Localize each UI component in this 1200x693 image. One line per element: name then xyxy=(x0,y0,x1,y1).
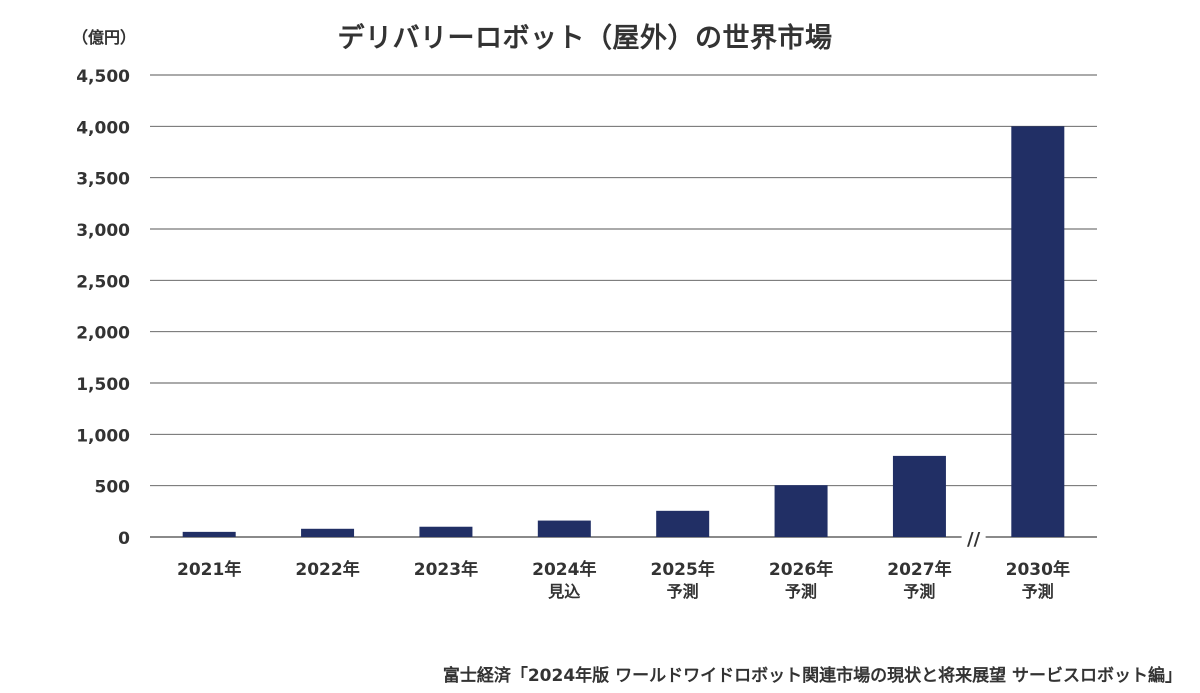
x-tick-label: 2027年 xyxy=(887,559,951,580)
y-tick-label: 4,500 xyxy=(76,67,130,87)
bar xyxy=(182,531,236,537)
x-tick-label: 2026年 xyxy=(769,559,833,580)
bar xyxy=(1011,126,1065,537)
y-tick-label: 500 xyxy=(95,478,131,498)
axis-break-gap xyxy=(961,531,986,543)
y-tick-label: 3,000 xyxy=(76,221,130,241)
bar xyxy=(301,528,355,537)
chart-title: デリバリーロボット（屋外）の世界市場 xyxy=(337,23,833,54)
bar xyxy=(656,510,710,537)
y-tick-label: 2,000 xyxy=(76,324,130,344)
y-tick-label: 1,000 xyxy=(76,426,130,446)
bar xyxy=(537,520,591,537)
x-tick-label: 2025年 xyxy=(651,559,715,580)
x-tick-label: 2024年 xyxy=(532,559,596,580)
x-tick-label: 2030年 xyxy=(1006,559,1070,580)
y-axis-unit-label: （億円） xyxy=(72,28,137,47)
axis-break-marker: // xyxy=(967,529,981,550)
x-tick-label: 2022年 xyxy=(295,559,359,580)
x-tick-sublabel: 予測 xyxy=(903,582,935,601)
x-tick-label: 2023年 xyxy=(414,559,478,580)
bar xyxy=(774,485,828,537)
x-tick-sublabel: 見込 xyxy=(547,582,580,601)
source-note: 富士経済「2024年版 ワールドワイドロボット関連市場の現状と将来展望 サービス… xyxy=(442,666,1182,686)
y-tick-label: 4,000 xyxy=(76,118,130,138)
x-tick-sublabel: 予測 xyxy=(667,582,699,601)
y-tick-label: 1,500 xyxy=(76,375,130,395)
y-tick-label: 2,500 xyxy=(76,272,130,292)
y-tick-label: 3,500 xyxy=(76,170,130,190)
y-tick-label: 0 xyxy=(118,529,130,549)
bar xyxy=(419,526,473,537)
x-tick-sublabel: 予測 xyxy=(785,582,817,601)
x-tick-sublabel: 予測 xyxy=(1022,582,1054,601)
x-tick-label: 2021年 xyxy=(177,559,241,580)
bar xyxy=(892,455,946,537)
